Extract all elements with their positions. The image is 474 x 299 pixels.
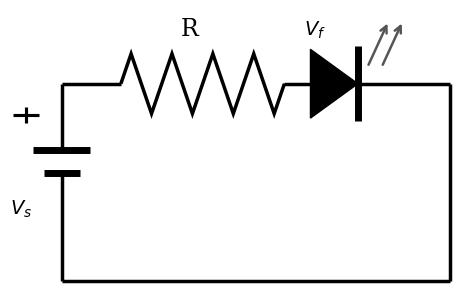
Text: $V_s$: $V_s$ bbox=[10, 199, 32, 220]
Text: R: R bbox=[181, 19, 199, 41]
Polygon shape bbox=[310, 49, 358, 118]
Text: $V_f$: $V_f$ bbox=[304, 19, 326, 41]
